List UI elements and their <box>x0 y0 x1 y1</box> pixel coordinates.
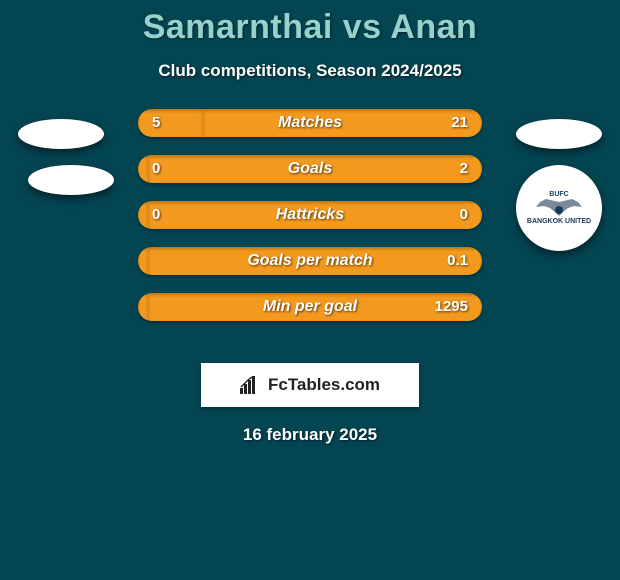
team-badge-left-1 <box>18 119 104 149</box>
bar-label: Min per goal <box>138 293 482 321</box>
bar-row: 0Hattricks0 <box>138 201 482 229</box>
team-badge-right-2: BUFC BANGKOK UNITED <box>516 165 602 251</box>
footer-logo: FcTables.com <box>201 363 419 407</box>
bar-value-right: 0.1 <box>447 247 468 275</box>
bar-label: Hattricks <box>138 201 482 229</box>
bar-row: Min per goal1295 <box>138 293 482 321</box>
badge-right-2-content: BUFC BANGKOK UNITED <box>527 191 591 225</box>
bar-row: Goals per match0.1 <box>138 247 482 275</box>
team-badge-right-1 <box>516 119 602 149</box>
bar-label: Goals <box>138 155 482 183</box>
subtitle: Club competitions, Season 2024/2025 <box>0 61 620 81</box>
bar-value-right: 0 <box>460 201 468 229</box>
badge-text-top: BUFC <box>549 191 568 198</box>
badge-text-bottom: BANGKOK UNITED <box>527 218 591 225</box>
comparison-bars: 5Matches210Goals20Hattricks0Goals per ma… <box>138 109 482 339</box>
bar-row: 0Goals2 <box>138 155 482 183</box>
date-text: 16 february 2025 <box>0 425 620 445</box>
bar-value-right: 2 <box>460 155 468 183</box>
footer-brand-text: FcTables.com <box>268 375 380 395</box>
fctables-icon <box>240 376 262 394</box>
bar-label: Matches <box>138 109 482 137</box>
bar-value-right: 1295 <box>435 293 468 321</box>
page-title: Samarnthai vs Anan <box>0 0 620 47</box>
bar-row: 5Matches21 <box>138 109 482 137</box>
bar-label: Goals per match <box>138 247 482 275</box>
team-badge-left-2 <box>28 165 114 195</box>
bar-value-right: 21 <box>451 109 468 137</box>
comparison-area: BUFC BANGKOK UNITED 5Matches210Goals20Ha… <box>0 109 620 349</box>
